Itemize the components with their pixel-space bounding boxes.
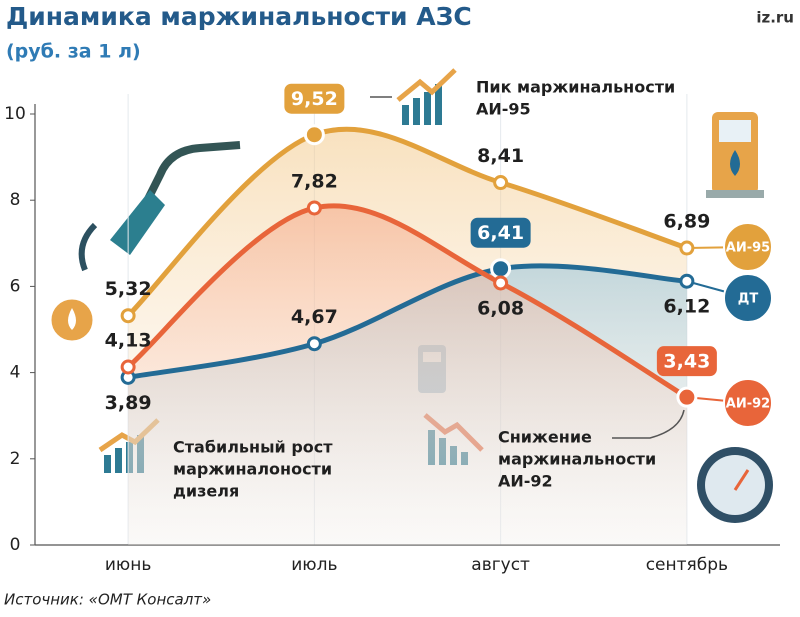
value-label: 6,12 — [663, 296, 710, 318]
annotation: маржинальности — [498, 450, 656, 469]
annotation-leader — [612, 409, 685, 439]
series-area — [128, 205, 687, 545]
data-point — [303, 124, 325, 146]
series-line — [125, 263, 690, 380]
data-point — [493, 175, 509, 191]
y-tick-label: 0 — [10, 535, 21, 555]
legend-badge — [723, 222, 773, 272]
annotation: дизеля — [173, 482, 239, 501]
annotation: маржиналоности — [173, 460, 332, 479]
value-label: 5,32 — [105, 278, 152, 300]
source: Источник: «ОМТ Консалт» — [4, 591, 211, 609]
value-label: 7,82 — [291, 170, 338, 192]
legend-badge — [723, 378, 773, 428]
value-label: 4,67 — [291, 306, 338, 328]
series-line — [125, 203, 690, 400]
value-label: 3,43 — [663, 351, 710, 373]
legend-label: ДТ — [738, 292, 759, 307]
data-point — [676, 386, 698, 408]
value-label: 9,52 — [291, 88, 338, 110]
data-point — [493, 275, 509, 291]
chart-subtitle: (руб. за 1 л) — [6, 41, 141, 63]
legend-label: АИ-95 — [726, 241, 770, 256]
brand: iz.ru — [756, 9, 794, 27]
chart-title: Динамика маржинальности АЗС — [6, 2, 472, 31]
x-tick-label: сентябрь — [646, 555, 728, 575]
y-tick-label: 2 — [10, 449, 21, 469]
data-point — [306, 200, 322, 216]
legend-label: АИ-92 — [726, 397, 770, 412]
annotation: АИ-95 — [476, 100, 531, 119]
series-line — [125, 126, 690, 319]
annotation: АИ-92 — [498, 472, 553, 491]
value-badge — [470, 217, 531, 248]
value-badge — [656, 346, 717, 377]
annotation: Снижение — [498, 428, 592, 447]
value-label: 8,41 — [477, 145, 524, 167]
value-label: 6,08 — [477, 297, 524, 319]
x-tick-label: август — [471, 555, 530, 575]
legend-badge — [723, 273, 773, 323]
y-tick-label: 8 — [10, 190, 21, 210]
data-point — [679, 273, 695, 289]
x-tick-label: июнь — [105, 555, 152, 575]
x-tick-label: июль — [291, 555, 337, 575]
data-point — [120, 359, 136, 375]
data-point — [490, 258, 512, 280]
y-tick-label: 10 — [4, 104, 26, 124]
data-point — [120, 308, 136, 324]
data-point — [679, 240, 695, 256]
value-badge — [284, 83, 345, 114]
value-label: 4,13 — [105, 329, 152, 351]
value-label: 6,89 — [663, 211, 710, 233]
y-tick-label: 6 — [10, 276, 21, 296]
plot-area: 0 2 4 6 8 10 июнь июль август сентябрь АИ-95 ДТ АИ-9… — [4, 78, 780, 575]
y-tick-label: 4 — [10, 363, 21, 383]
data-point — [306, 336, 322, 352]
value-label: 6,41 — [477, 222, 524, 244]
annotation: Пик маржинальности — [476, 78, 675, 97]
annotation: Стабильный рост — [173, 438, 333, 457]
value-label: 3,89 — [105, 392, 152, 414]
